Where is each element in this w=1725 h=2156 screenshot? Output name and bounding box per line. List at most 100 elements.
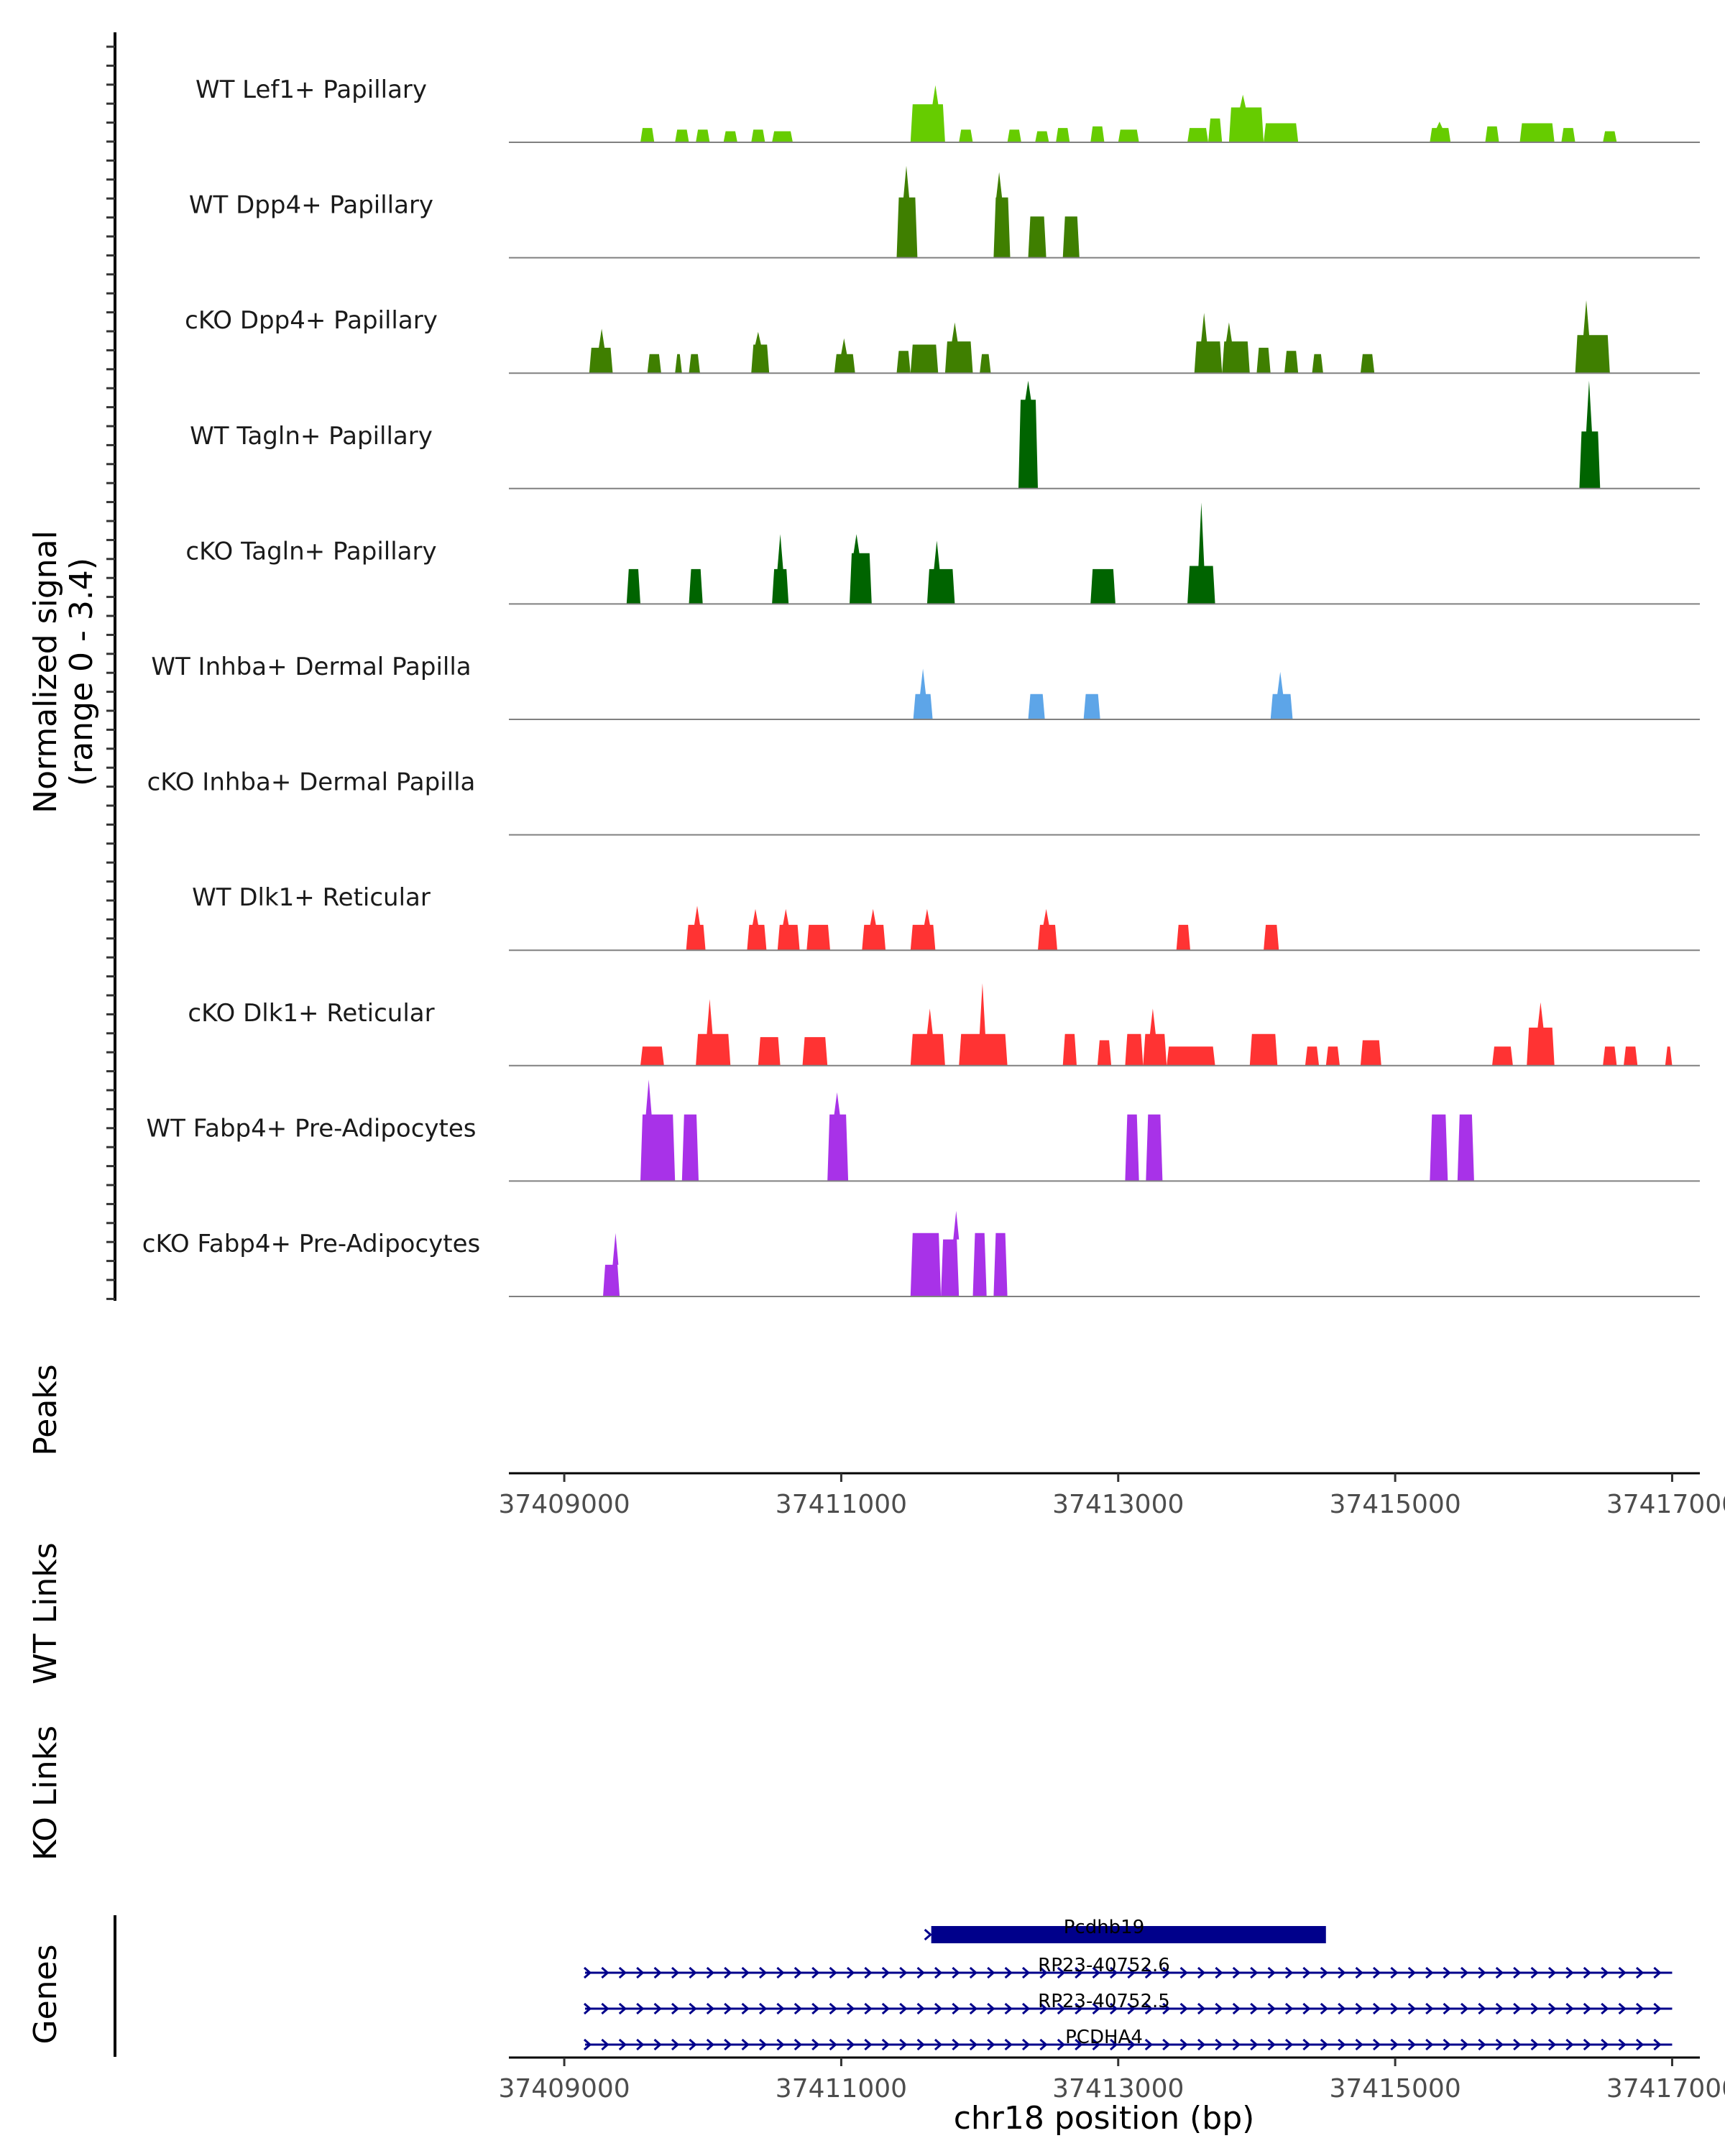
strand-arrow [1215, 2038, 1223, 2051]
strand-arrow [1653, 2038, 1662, 2051]
coverage-peak [1146, 1114, 1163, 1181]
strand-arrow [1425, 1966, 1434, 1979]
strand-arrow [583, 2038, 592, 2051]
strand-arrow [653, 2038, 662, 2051]
strand-arrow [1021, 1966, 1031, 1979]
strand-arrow [689, 1966, 697, 1979]
track-label: cKO Inhba+ Dermal Papilla [147, 768, 476, 797]
coverage-peak [1603, 131, 1617, 142]
coverage-peak [1167, 1046, 1215, 1066]
coverage-peak [696, 999, 731, 1066]
gene-2: RP23-40752.6 [583, 1955, 1673, 1979]
gene-1: Pcdhb19 [924, 1917, 1326, 1943]
strand-arrow [1443, 2038, 1451, 2051]
strand-arrow [881, 2002, 891, 2015]
coverage-peak [1083, 694, 1100, 719]
strand-arrow [1390, 1966, 1399, 1979]
coverage-peak [1360, 354, 1375, 374]
strand-arrow [1197, 2002, 1206, 2015]
strand-arrow [1513, 2038, 1522, 2051]
strand-arrow [1267, 2002, 1276, 2015]
strand-arrow [1284, 2002, 1294, 2015]
strand-arrow [1109, 2002, 1118, 2015]
strand-arrow [1355, 1966, 1363, 1979]
coverage-peak [1194, 313, 1223, 374]
strand-arrow [952, 2038, 960, 2051]
strand-arrow [1372, 2038, 1381, 2051]
coverage-peak [689, 354, 700, 374]
strand-arrow [601, 2002, 610, 2015]
strand-arrow [934, 1966, 943, 1979]
strand-arrow [724, 2002, 732, 2015]
coverage-peak [1575, 300, 1610, 374]
coverage-peak [910, 85, 945, 142]
strand-arrow [706, 2002, 715, 2015]
x-tick-label: 37417000 [1606, 2074, 1725, 2104]
strand-arrow [706, 2038, 715, 2051]
coverage-peak [1457, 1114, 1474, 1181]
y-axis-title: Normalized signal [27, 530, 64, 814]
strand-arrow [881, 2038, 891, 2051]
x-tick-label: 37411000 [776, 1490, 907, 1519]
strand-arrow [1144, 2038, 1154, 2051]
coverage-peak [1062, 216, 1080, 258]
strand-arrow [1583, 2038, 1592, 2051]
track-label: cKO Dlk1+ Reticular [188, 999, 434, 1028]
strand-arrow [1039, 2002, 1048, 2015]
strand-arrow [916, 1966, 925, 1979]
coverage-peak [944, 322, 973, 374]
strand-arrow [846, 2038, 855, 2051]
track-label: WT Dlk1+ Reticular [192, 883, 431, 912]
strand-arrow [1460, 2038, 1469, 2051]
strand-arrow [1460, 2002, 1469, 2015]
strand-arrow [1320, 1966, 1329, 1979]
strand-arrow [952, 1966, 960, 1979]
strand-arrow [1601, 2002, 1609, 2015]
coverage-peak [1519, 123, 1555, 142]
track-2: WT Dpp4+ Papillary [189, 165, 1700, 259]
strand-arrow [1267, 2038, 1276, 2051]
strand-arrow [1513, 1966, 1522, 1979]
strand-arrow [1267, 1966, 1276, 1979]
strand-arrow [1320, 2002, 1329, 2015]
coverage-peak [910, 344, 939, 374]
coverage-peak [993, 1233, 1008, 1296]
coverage-peak [689, 568, 703, 604]
coverage-peak [751, 331, 770, 374]
coverage-peak [959, 983, 1008, 1066]
strand-arrow [1284, 2038, 1294, 2051]
strand-arrow [1601, 2038, 1609, 2051]
coverage-peak [681, 1114, 699, 1181]
x-tick-label: 37415000 [1329, 1490, 1460, 1519]
strand-arrow [601, 2038, 610, 2051]
strand-arrow [1179, 2038, 1188, 2051]
strand-arrow [952, 2002, 960, 2015]
strand-arrow [881, 1966, 891, 1979]
coverage-peak [941, 1210, 960, 1296]
strand-arrow [794, 1966, 803, 1979]
gene-label: PCDHA4 [1065, 2027, 1143, 2048]
strand-arrow [1547, 1966, 1557, 1979]
strand-arrow [618, 1966, 627, 1979]
track-label: WT Fabp4+ Pre-Adipocytes [147, 1114, 477, 1143]
strand-arrow [1565, 2038, 1574, 2051]
strand-arrow [776, 1966, 785, 1979]
coverage-peak [1018, 380, 1038, 489]
coverage-peak [834, 338, 855, 374]
track-6: WT Inhba+ Dermal Papilla [151, 653, 1700, 720]
strand-arrow [1618, 2038, 1627, 2051]
strand-arrow [1057, 2002, 1066, 2015]
coverage-peak [1579, 380, 1601, 489]
coverage-peak [1270, 671, 1293, 719]
strand-arrow [969, 2038, 978, 2051]
coverage-peak [1360, 1040, 1381, 1066]
coverage-peak [1264, 924, 1279, 951]
coverage-peak [1187, 128, 1208, 142]
strand-arrow [1407, 2002, 1417, 2015]
track-label: cKO Fabp4+ Pre-Adipocytes [142, 1230, 481, 1258]
strand-arrow [741, 2002, 750, 2015]
gene-3: RP23-40752.5 [583, 1991, 1673, 2015]
strand-arrow [1092, 2038, 1100, 2051]
coverage-peak [802, 1037, 828, 1066]
strand-arrow [1618, 1966, 1627, 1979]
